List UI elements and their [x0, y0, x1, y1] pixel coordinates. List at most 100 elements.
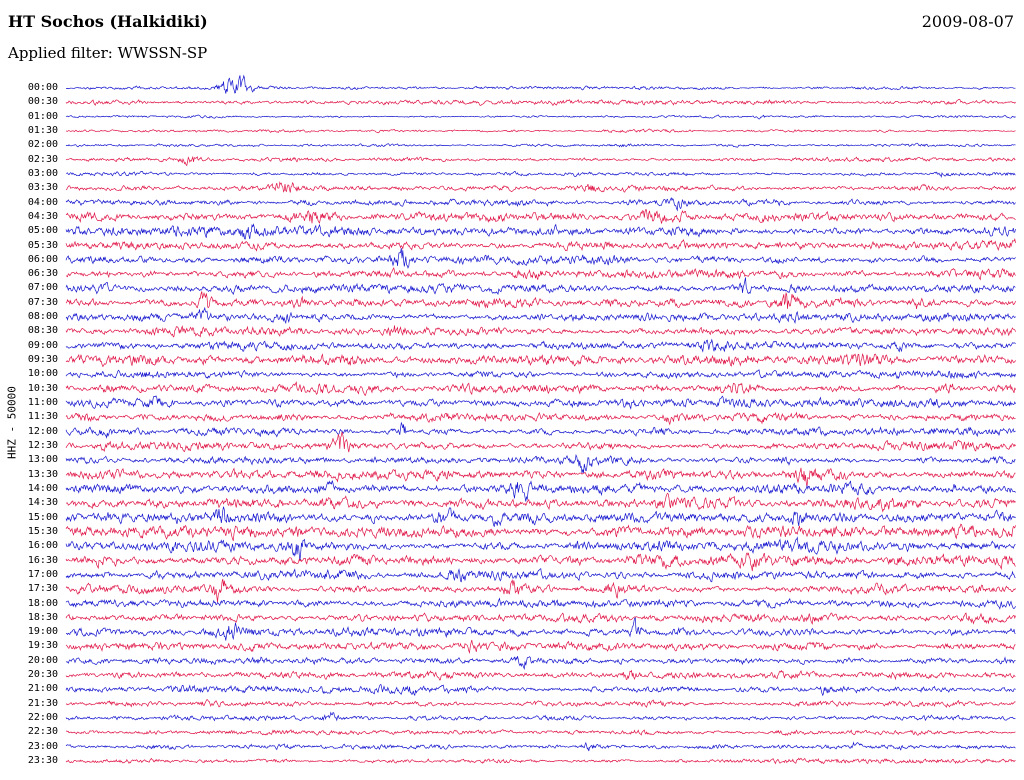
trace-time-label: 10:30: [27, 382, 58, 394]
trace-time-label: 09:30: [27, 354, 58, 366]
trace-time-label: 18:00: [27, 597, 58, 609]
seismogram-trace: [65, 267, 1016, 281]
seismogram-trace: [65, 711, 1016, 722]
trace-time-label: 14:30: [27, 497, 58, 509]
seismogram-trace: [65, 612, 1016, 625]
seismogram-trace: [65, 74, 1016, 94]
seismogram-trace: [65, 741, 1016, 752]
seismogram-trace: [65, 480, 1016, 502]
trace-time-label: 23:30: [27, 755, 58, 767]
trace-time-label: 15:00: [27, 511, 58, 523]
trace-time-label: 07:30: [27, 296, 58, 308]
seismogram-trace: [65, 98, 1016, 106]
trace-time-label: 18:30: [27, 611, 58, 623]
trace-time-label: 05:30: [27, 239, 58, 251]
trace-time-label: 16:00: [27, 540, 58, 552]
seismogram-trace: [65, 453, 1016, 473]
trace-time-label: 06:00: [27, 253, 58, 265]
filter-label: Applied filter: WWSSN-SP: [8, 44, 208, 62]
trace-time-label: 20:00: [27, 654, 58, 666]
trace-time-label: 11:00: [27, 397, 58, 409]
seismogram-trace: [65, 238, 1016, 252]
trace-time-label: 11:30: [27, 411, 58, 423]
seismogram-trace: [65, 197, 1016, 212]
seismogram-trace: [65, 656, 1016, 670]
trace-time-label: 02:30: [27, 153, 58, 165]
trace-time-label: 15:30: [27, 525, 58, 537]
seismogram-trace: [65, 757, 1016, 765]
trace-time-label: 22:30: [27, 726, 58, 738]
seismogram-trace: [65, 684, 1016, 697]
seismogram-trace: [65, 523, 1016, 541]
seismogram-trace: [65, 639, 1016, 654]
seismogram-trace: [65, 181, 1016, 193]
trace-time-label: 08:00: [27, 311, 58, 323]
trace-time-label: 16:30: [27, 554, 58, 566]
seismogram-trace: [65, 395, 1016, 410]
trace-time-label: 02:00: [27, 139, 58, 151]
seismogram-trace: [65, 369, 1016, 380]
seismogram-trace: [65, 699, 1016, 708]
seismogram-trace: [65, 411, 1016, 426]
trace-time-label: 01:30: [27, 124, 58, 136]
station-title: HT Sochos (Halkidiki): [8, 12, 208, 31]
seismogram-trace: [65, 578, 1016, 603]
seismogram-trace: [65, 431, 1016, 453]
trace-time-label: 22:00: [27, 712, 58, 724]
trace-time-label: 04:30: [27, 210, 58, 222]
trace-time-label: 00:30: [27, 96, 58, 108]
trace-time-label: 03:00: [27, 167, 58, 179]
trace-time-label: 01:00: [27, 110, 58, 122]
seismogram-trace: [65, 552, 1016, 572]
seismogram-trace: [65, 536, 1016, 561]
trace-time-label: 21:00: [27, 683, 58, 695]
seismogram-trace: [65, 467, 1016, 488]
seismogram-trace: [65, 277, 1016, 296]
trace-time-label: 00:00: [27, 82, 58, 93]
seismogram-trace: [65, 223, 1016, 240]
trace-time-label: 19:30: [27, 640, 58, 652]
trace-time-label: 06:30: [27, 268, 58, 280]
trace-time-label: 09:00: [27, 339, 58, 351]
seismogram-trace: [65, 597, 1016, 610]
seismogram-trace: [65, 142, 1016, 148]
seismogram-trace: [65, 247, 1016, 269]
seismogram-trace: [65, 567, 1016, 583]
seismogram-trace: [65, 381, 1016, 396]
trace-time-label: 03:30: [27, 182, 58, 194]
seismogram-trace: [65, 291, 1016, 309]
trace-time-label: 23:00: [27, 740, 58, 752]
date-label: 2009-08-07: [921, 12, 1014, 31]
trace-time-label: 07:00: [27, 282, 58, 294]
seismogram-trace: [65, 421, 1016, 439]
trace-time-label: 17:00: [27, 568, 58, 580]
trace-time-label: 14:00: [27, 482, 58, 494]
seismogram-trace: [65, 114, 1016, 120]
seismogram-trace: [65, 306, 1016, 325]
seismogram-trace: [65, 617, 1016, 641]
trace-time-label: 12:30: [27, 440, 58, 451]
trace-time-label: 20:30: [27, 669, 58, 681]
seismogram-trace: [65, 325, 1016, 338]
seismogram-trace: [65, 155, 1016, 167]
seismogram-trace: [65, 669, 1016, 681]
trace-time-label: 10:00: [27, 368, 58, 380]
trace-time-label: 21:30: [27, 697, 58, 709]
trace-time-label: 05:00: [27, 225, 58, 237]
seismogram-trace: [65, 353, 1016, 367]
trace-time-label: 13:00: [27, 454, 58, 466]
seismogram-trace: [65, 208, 1016, 224]
trace-time-label: 08:30: [27, 325, 58, 337]
trace-time-label: 17:30: [27, 583, 58, 595]
seismogram-trace: [65, 729, 1016, 736]
seismogram-trace: [65, 128, 1016, 134]
seismogram-trace: [65, 338, 1016, 353]
seismogram-trace: [65, 171, 1016, 179]
seismogram-trace: [65, 506, 1016, 527]
trace-time-label: 04:00: [27, 196, 58, 208]
trace-time-label: 19:00: [27, 626, 58, 638]
trace-time-label: 12:00: [27, 425, 58, 437]
seismogram-trace: [65, 492, 1016, 513]
